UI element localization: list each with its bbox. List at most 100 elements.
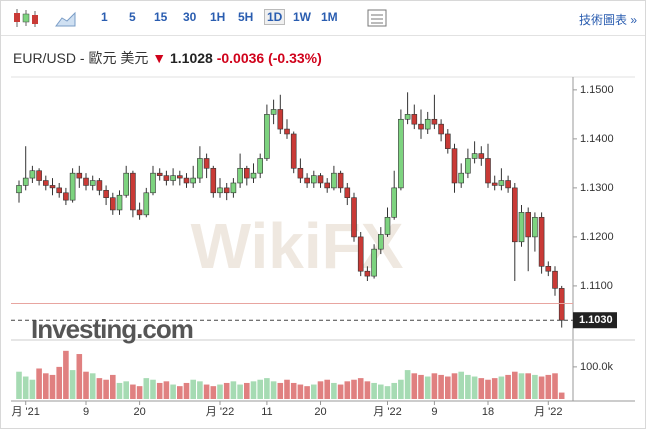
x-tick-label: 月 '22: [373, 406, 401, 418]
candle-body: [398, 118, 404, 189]
volume-bar: [378, 384, 384, 399]
volume-bar: [22, 376, 29, 399]
volume-bar: [63, 350, 69, 399]
volume-bar: [156, 382, 163, 399]
volume-bar: [304, 386, 310, 399]
x-tick-label: 20: [133, 406, 145, 418]
y-tick-label: 1.1200: [580, 231, 614, 243]
candle-body: [558, 288, 565, 321]
candle-body: [270, 109, 277, 115]
interval[interactable]: 5: [129, 10, 136, 24]
volume-bar: [217, 384, 223, 399]
candle-body: [183, 177, 190, 184]
volume-bar: [485, 379, 491, 399]
volume-bar: [49, 374, 56, 399]
down-arrow: ▼: [152, 50, 167, 66]
volume-bar: [311, 384, 317, 399]
candle-body: [317, 175, 324, 184]
x-tick-label: 月 '21: [11, 406, 39, 418]
candle-body: [552, 270, 558, 289]
volume-bar: [36, 368, 42, 399]
volume-bar: [230, 381, 237, 399]
candle-body: [197, 158, 203, 179]
volume-bar: [116, 382, 123, 399]
interval[interactable]: 1: [101, 10, 108, 24]
volume-bar: [190, 379, 196, 399]
price: 1.1028: [169, 50, 213, 66]
interval[interactable]: 30: [183, 10, 197, 24]
interval[interactable]: 1H: [210, 10, 226, 24]
volume-bar: [170, 384, 176, 399]
volume-bar: [324, 379, 330, 399]
x-tick-label: 月 '22: [534, 406, 562, 418]
candle-body: [22, 177, 29, 186]
volume-bar: [89, 373, 96, 399]
candle-body: [511, 187, 518, 243]
candle-body: [532, 216, 538, 238]
volume-bar: [270, 381, 277, 399]
volume-bar: [76, 354, 83, 399]
volume-bar: [552, 373, 558, 399]
candle-body: [16, 185, 22, 194]
candle-body: [223, 187, 230, 194]
interval[interactable]: 15: [154, 10, 168, 24]
technical-link[interactable]: 技術圖表 »: [578, 13, 637, 27]
volume-bar: [110, 374, 116, 399]
interval[interactable]: 1W: [293, 10, 311, 24]
candle-body: [163, 175, 170, 181]
candle-body: [210, 167, 217, 194]
candle-body: [485, 158, 491, 184]
candle-body: [371, 248, 377, 277]
volume-bar: [250, 381, 257, 399]
candle-body: [257, 158, 264, 174]
change-pct: (-0.33%): [268, 50, 322, 66]
candle-body: [190, 177, 196, 184]
candle-body: [277, 109, 284, 130]
candle-body: [310, 175, 317, 184]
candle-body: [465, 158, 471, 174]
volume-bar: [284, 379, 290, 399]
candle-body: [351, 197, 357, 238]
volume-bar: [290, 382, 297, 399]
volume-bar: [337, 384, 344, 399]
symbol: EUR/USD - 歐元 美元: [13, 50, 149, 66]
interval[interactable]: 1M: [321, 10, 338, 24]
candle-body: [324, 182, 331, 189]
volume-bar: [331, 382, 337, 399]
candle-body: [491, 182, 498, 186]
candle-body: [357, 236, 364, 272]
volume-bar: [458, 371, 464, 399]
candle-body: [538, 216, 545, 267]
y-tick-label: 1.1400: [580, 133, 614, 145]
x-tick-label: 9: [431, 406, 437, 418]
volume-bar: [351, 379, 357, 399]
candle-body: [377, 234, 384, 250]
candle-body: [337, 172, 344, 189]
volume-bar: [223, 382, 230, 399]
volume-bar: [431, 373, 438, 399]
candle-body: [83, 177, 89, 186]
volume-bar: [532, 374, 538, 399]
candle-body: [56, 187, 63, 194]
volume-bar: [16, 371, 22, 399]
interval[interactable]: 5H: [238, 10, 254, 24]
candle-body: [525, 212, 532, 238]
volume-bar: [203, 384, 210, 399]
candle-body: [344, 187, 351, 198]
candle-body: [230, 182, 237, 194]
candle-body: [76, 172, 83, 179]
candle-body: [404, 114, 411, 120]
candle-body: [170, 175, 176, 181]
candle-body: [418, 123, 424, 130]
candle-body: [451, 148, 458, 184]
candle-body: [130, 172, 136, 211]
candle-body: [424, 118, 431, 130]
volume-bar: [391, 382, 397, 399]
interval[interactable]: 1D: [264, 9, 286, 25]
candle-body: [505, 180, 511, 189]
volume-bar: [438, 374, 444, 399]
toolbar: 1 5 15 30 1H 5H 1D 1W 1M 技術圖表 »: [1, 1, 645, 36]
table-icon[interactable]: [367, 9, 389, 29]
candle-body: [103, 190, 109, 198]
